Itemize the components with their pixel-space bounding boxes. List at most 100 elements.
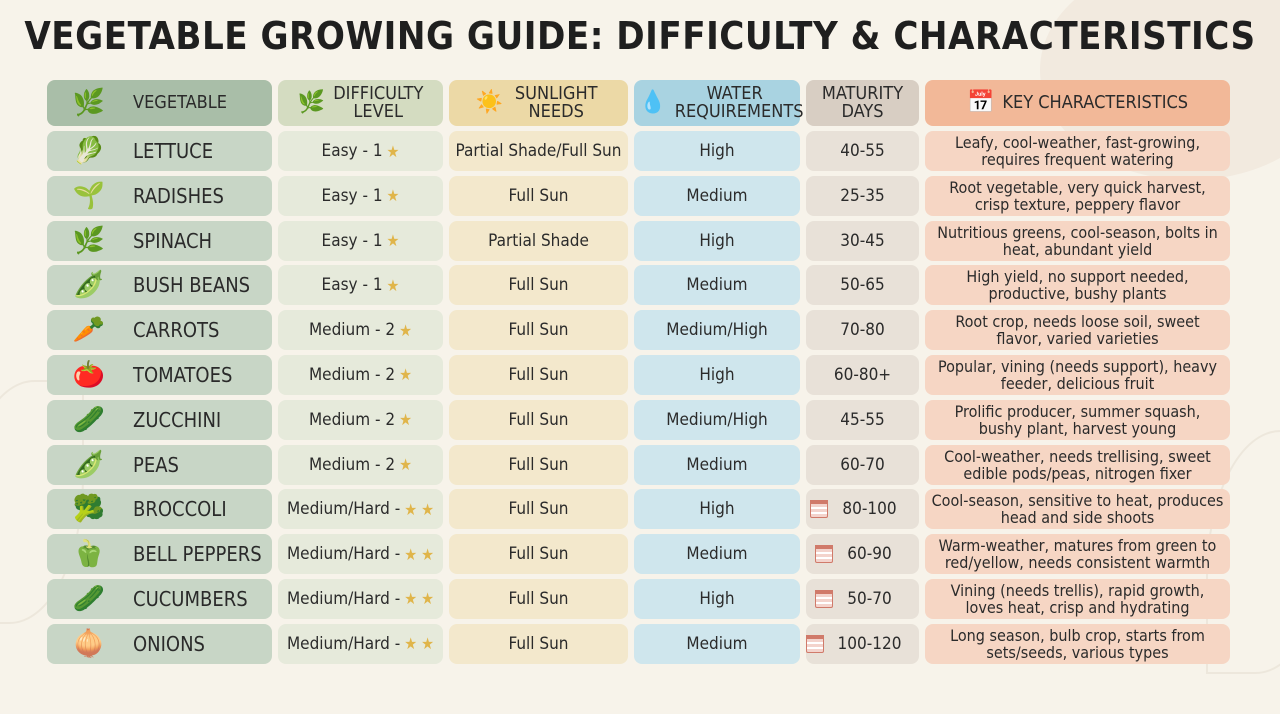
cell-key-characteristics: Nutritious greens, cool-season, bolts in…: [925, 220, 1230, 261]
sunlight-text: Full Sun: [508, 588, 569, 609]
lettuce-icon: 🥬: [72, 136, 106, 166]
table-row: 🫛 PEAS Medium - 2 ★ Full Sun Medium 60-70 Cool-…: [47, 444, 1233, 485]
vegetable-name: SPINACH: [133, 228, 213, 253]
key-text: Root crop, needs loose soil, sweet flavo…: [955, 312, 1200, 349]
sunlight-text: Partial Shade/Full Sun: [455, 141, 622, 161]
sun-icon: ☀️: [475, 90, 504, 115]
cell-key-characteristics: Leafy, cool-weather, fast-growing, requi…: [925, 131, 1230, 171]
onion-icon: 🧅: [72, 628, 106, 659]
key-text: Nutritious greens, cool-season, bolts in…: [937, 222, 1218, 259]
difficulty-text: Easy - 1: [321, 185, 383, 206]
cell-key-characteristics: Warm-weather, matures from green to red/…: [925, 534, 1230, 575]
vegetable-name: LETTUCE: [133, 139, 214, 163]
cell-key-characteristics: Long season, bulb crop, starts from sets…: [925, 623, 1230, 664]
cell-vegetable: 🥒 ZUCCHINI: [47, 399, 272, 440]
cell-water: High: [634, 131, 800, 171]
sunlight-text: Full Sun: [508, 364, 569, 385]
difficulty-text: Medium/Hard -: [286, 633, 401, 654]
water-text: Medium: [686, 454, 748, 475]
cell-sunlight: Full Sun: [449, 444, 628, 485]
cell-vegetable: 🧅 ONIONS: [47, 623, 272, 664]
difficulty-text: Medium/Hard -: [286, 588, 401, 609]
days-text: 40-55: [840, 141, 885, 161]
days-text: 60-70: [840, 454, 885, 475]
header-key: 📅 KEY CHARACTERISTICS: [925, 80, 1230, 126]
header-difficulty: 🌿 DIFFICULTY LEVEL: [278, 80, 443, 126]
vegetable-name: CARROTS: [133, 318, 220, 343]
days-text: 45-55: [840, 409, 885, 430]
cell-vegetable: 🥬 LETTUCE: [47, 131, 272, 171]
cell-water: Medium: [634, 265, 800, 306]
table-header-row: 🌿 VEGETABLE 🌿 DIFFICULTY LEVEL ☀️ SUNLIG…: [47, 80, 1233, 126]
cell-days: 80-100: [806, 489, 919, 530]
cell-vegetable: 🥒 CUCUMBERS: [47, 578, 272, 619]
herb-icon: 🌿: [72, 88, 106, 118]
water-text: Medium: [686, 275, 748, 296]
difficulty-text: Medium - 2: [308, 454, 396, 475]
star-icon: ★: [386, 275, 400, 295]
key-text: Cool-weather, needs trellising, sweet ed…: [944, 446, 1211, 483]
vegetable-name: BUSH BEANS: [133, 273, 251, 298]
star-icon: ★: [386, 141, 400, 161]
cell-sunlight: Full Sun: [449, 489, 628, 530]
sunlight-text: Full Sun: [508, 633, 569, 654]
table-row: 🥕 CARROTS Medium - 2 ★ Full Sun Medium/High 70…: [47, 310, 1233, 351]
water-text: Medium: [686, 185, 748, 206]
star-icon: ★: [421, 499, 435, 519]
cucumber-icon: 🥒: [72, 583, 106, 614]
cell-key-characteristics: High yield, no support needed, productiv…: [925, 265, 1230, 306]
cell-days: 70-80: [806, 310, 919, 351]
cell-vegetable: 🍅 TOMATOES: [47, 354, 272, 395]
days-text: 25-35: [840, 185, 885, 206]
key-text: Prolific producer, summer squash, bushy …: [954, 401, 1201, 438]
star-icon: ★: [421, 589, 435, 609]
difficulty-text: Medium/Hard -: [286, 499, 401, 520]
key-text: Vining (needs trellis), rapid growth, lo…: [950, 580, 1205, 617]
water-text: Medium: [686, 544, 748, 565]
key-text: Warm-weather, matures from green to red/…: [938, 536, 1217, 573]
table-row: 🥬 LETTUCE Easy - 1 ★ Partial Shade/Full Sun H…: [47, 131, 1233, 171]
days-text: 60-90: [847, 544, 892, 565]
calendar-icon: [815, 589, 834, 608]
table-row: 🌱 RADISHES Easy - 1 ★ Full Sun Medium 25-35 Roo…: [47, 175, 1233, 216]
key-text: Leafy, cool-weather, fast-growing, requi…: [954, 133, 1201, 169]
sunlight-text: Full Sun: [508, 499, 569, 520]
cell-water: Medium/High: [634, 310, 800, 351]
cell-vegetable: 🫛 BUSH BEANS: [47, 265, 272, 306]
tomato-icon: 🍅: [72, 359, 106, 390]
cell-sunlight: Full Sun: [449, 265, 628, 306]
cell-vegetable: 🥦 BROCCOLI: [47, 489, 272, 530]
days-text: 70-80: [840, 320, 885, 341]
vegetable-name: RADISHES: [133, 183, 224, 208]
cell-key-characteristics: Vining (needs trellis), rapid growth, lo…: [925, 578, 1230, 619]
water-text: Medium: [686, 633, 748, 654]
vegetable-name: BELL PEPPERS: [133, 542, 262, 567]
cell-difficulty: Easy - 1 ★: [278, 131, 443, 171]
table-body: 🥬 LETTUCE Easy - 1 ★ Partial Shade/Full Sun H…: [47, 131, 1233, 664]
cell-days: 50-65: [806, 265, 919, 306]
star-icon: ★: [421, 634, 435, 654]
sunlight-text: Full Sun: [508, 454, 569, 475]
cell-days: 100-120: [805, 623, 919, 664]
cell-vegetable: 🌱 RADISHES: [47, 175, 272, 216]
calendar-icon: [815, 545, 834, 564]
water-text: High: [699, 588, 735, 609]
difficulty-text: Medium - 2: [308, 320, 396, 341]
cell-sunlight: Full Sun: [449, 354, 628, 395]
vegetable-name: CUCUMBERS: [133, 586, 248, 611]
cell-water: Medium: [634, 175, 800, 216]
difficulty-text: Easy - 1: [321, 141, 383, 161]
star-icon: ★: [404, 544, 418, 564]
cell-difficulty: Easy - 1 ★: [278, 175, 443, 216]
water-text: Medium/High: [666, 320, 768, 341]
cell-water: Medium: [634, 444, 800, 485]
vegetable-name: BROCCOLI: [133, 497, 227, 522]
cell-difficulty: Medium - 2 ★: [278, 399, 443, 440]
cell-key-characteristics: Cool-weather, needs trellising, sweet ed…: [925, 444, 1230, 485]
cell-key-characteristics: Root vegetable, very quick harvest, cris…: [925, 175, 1230, 216]
cell-days: 50-70: [806, 578, 919, 619]
cell-vegetable: 🌿 SPINACH: [47, 220, 272, 261]
guide-table: 🌿 VEGETABLE 🌿 DIFFICULTY LEVEL ☀️ SUNLIG…: [47, 80, 1233, 669]
water-text: High: [699, 141, 735, 161]
star-icon: ★: [399, 455, 413, 475]
